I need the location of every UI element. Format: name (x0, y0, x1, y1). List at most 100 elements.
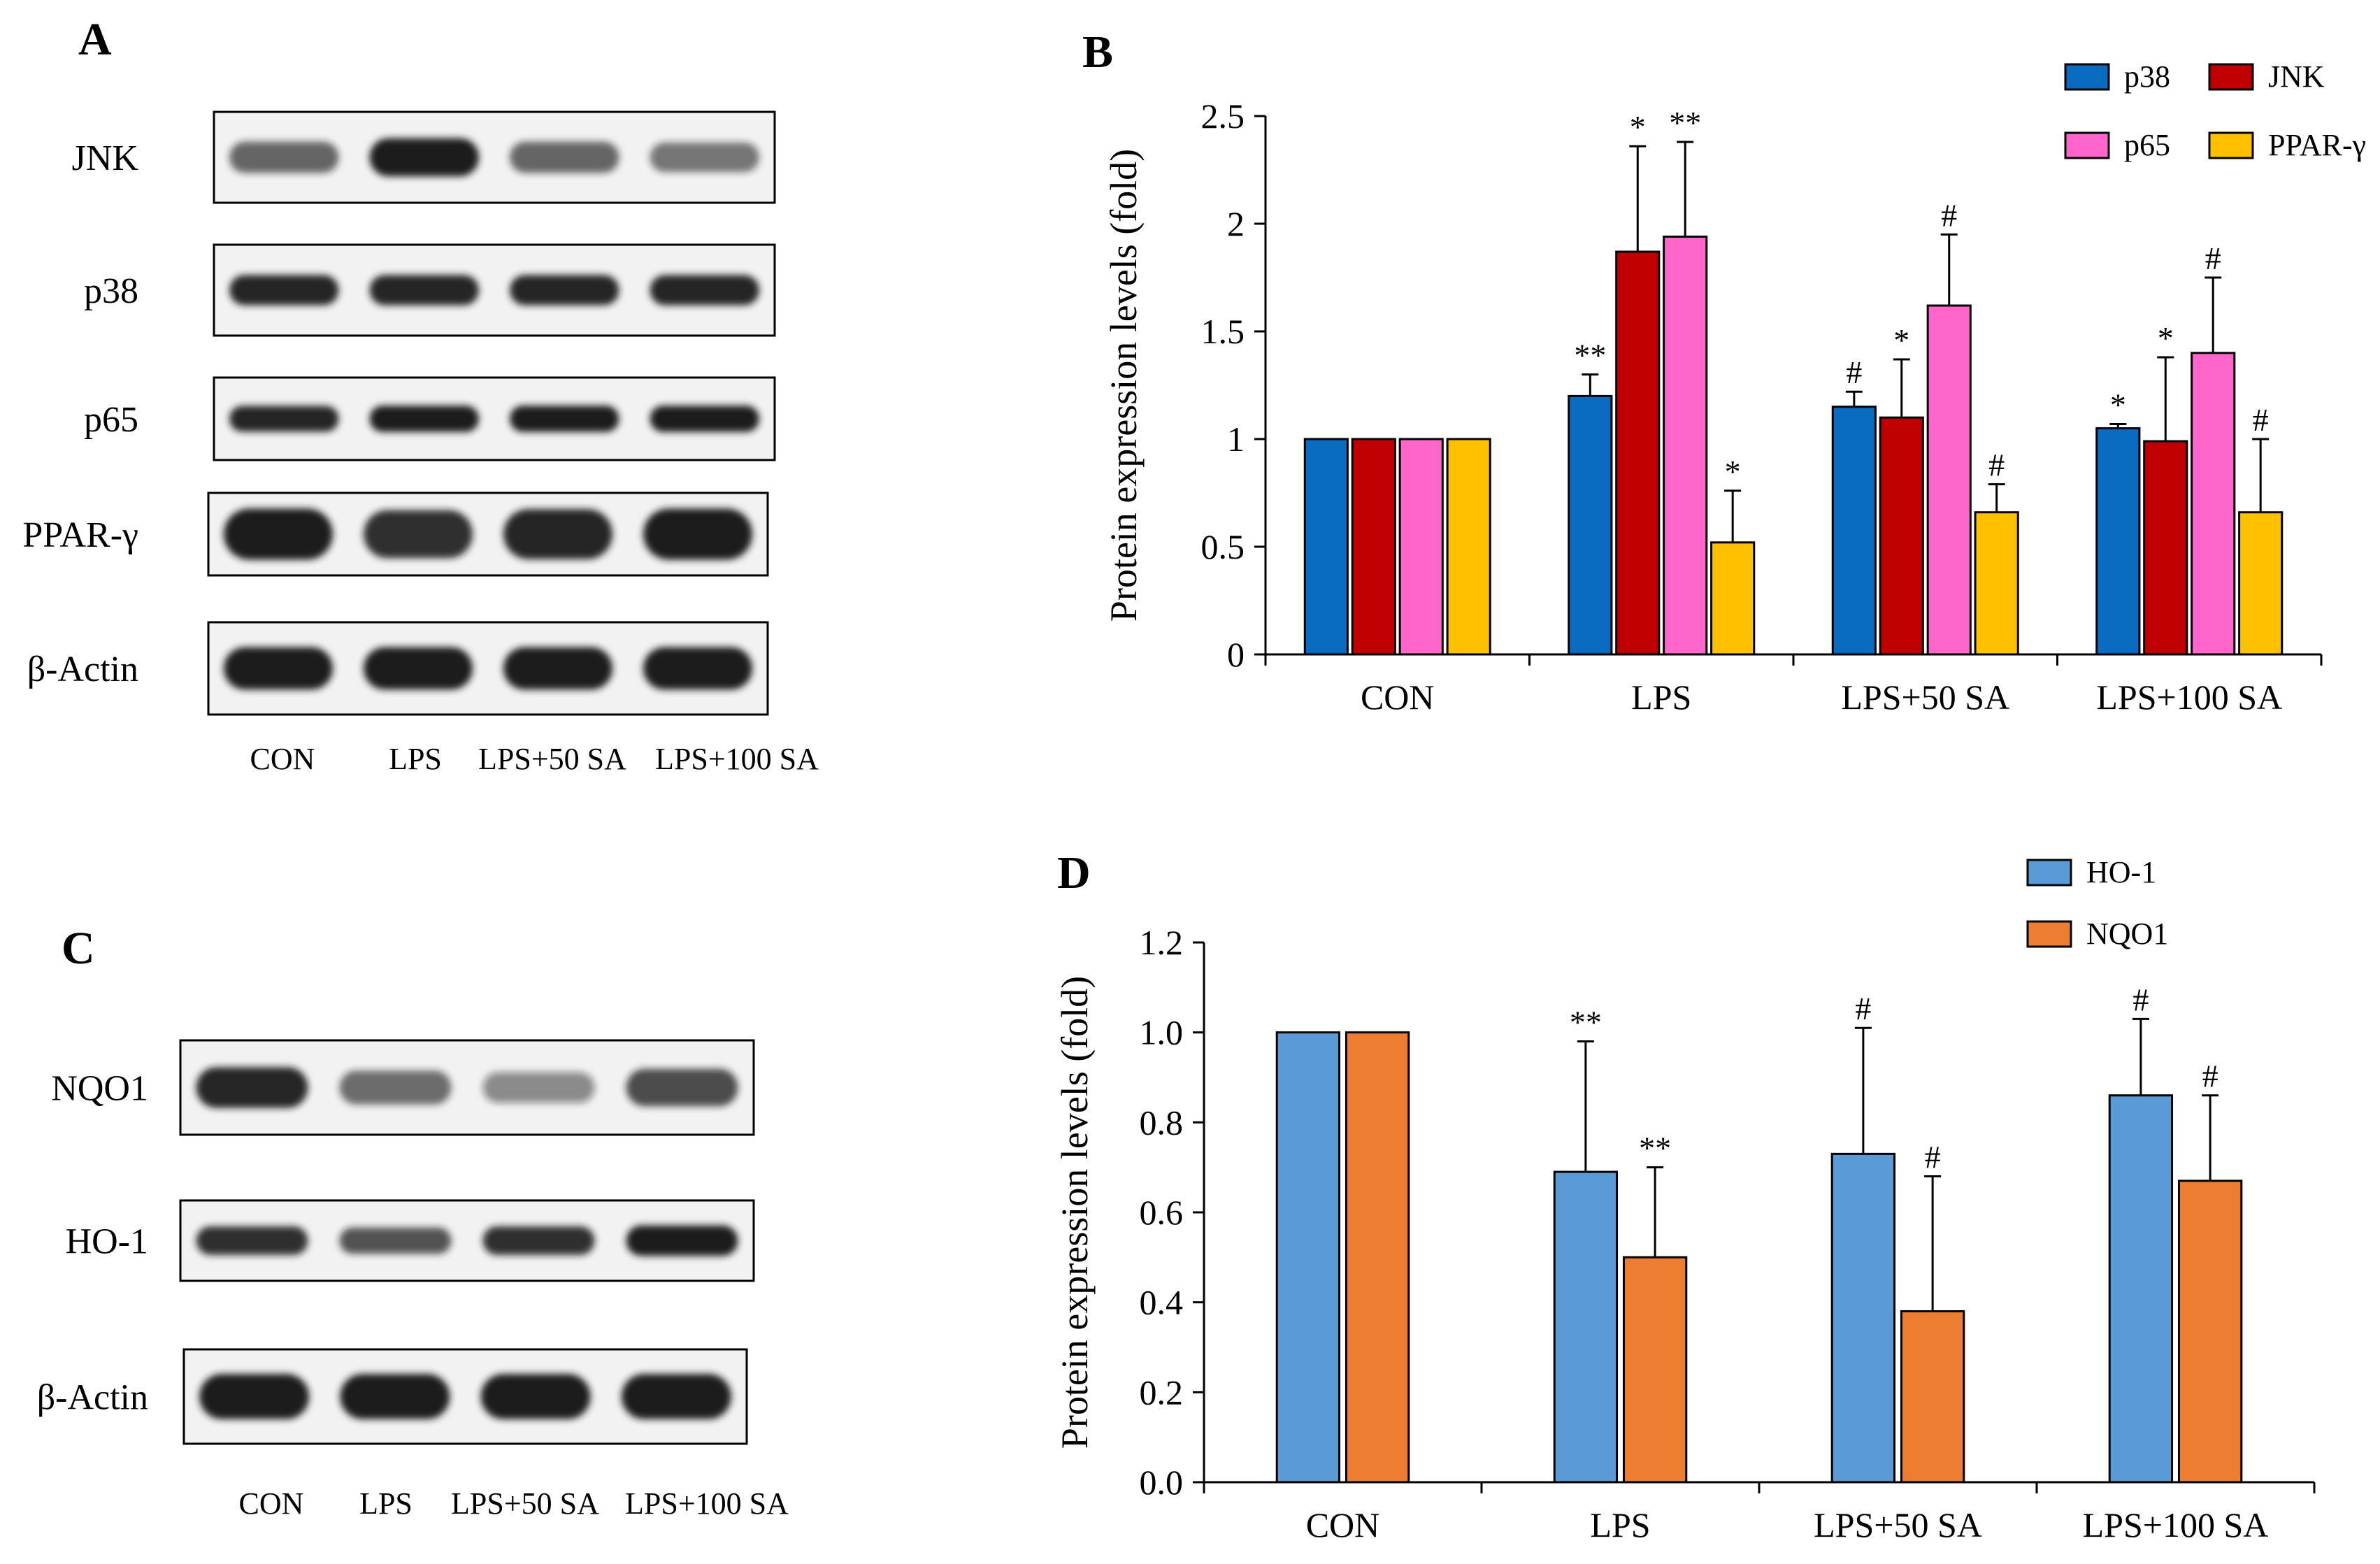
bar-ho-1-lps-100-sa (2108, 1094, 2174, 1484)
blot-row-label: β-Actin (37, 1378, 148, 1418)
significance-mark: * (2158, 320, 2174, 356)
significance-mark: # (1846, 354, 1862, 390)
y-tick-label: 0.0 (1140, 1463, 1184, 1502)
blot-band-lps (339, 1070, 452, 1105)
bar-ppar--lps (1710, 541, 1756, 656)
blot-row-nqo1: NQO1 (51, 1039, 755, 1136)
blot-band-lps-100-sa (643, 647, 752, 690)
blot-lane-label: LPS+100 SA (655, 742, 819, 776)
bar-nqo1-lps (1622, 1256, 1688, 1484)
blot-band-con (229, 141, 339, 173)
y-tick-label: 2.5 (1201, 96, 1245, 136)
legend-swatch (2026, 859, 2072, 887)
blot-band-con (199, 1374, 310, 1419)
blot-band-lps-50-sa (503, 509, 612, 559)
blot-band-lps (339, 1227, 452, 1254)
panel-label: C (62, 923, 95, 974)
blot-band-lps-100-sa (650, 275, 759, 306)
legend-label: NQO1 (2086, 917, 2168, 951)
significance-mark: * (2110, 387, 2126, 422)
x-tick-label: LPS+100 SA (2096, 677, 2282, 717)
significance-mark: # (2202, 1059, 2218, 1094)
y-tick-label: 0.4 (1140, 1283, 1184, 1322)
bar-p38-lps-50-sa (1831, 406, 1877, 656)
panel-label: B (1082, 27, 1113, 78)
legend-label: JNK (2268, 59, 2325, 94)
significance-mark: ** (1669, 105, 1701, 141)
blot-lane-label: LPS+50 SA (478, 742, 626, 776)
bar-ho-1-con (1275, 1031, 1341, 1484)
bar-jnk-lps (1615, 250, 1661, 656)
significance-mark: # (2205, 241, 2221, 276)
y-tick-label: 1 (1227, 419, 1245, 459)
legend-label: p38 (2124, 59, 2170, 94)
blot-row-label: PPAR-γ (22, 515, 138, 555)
blot-row-ppar: PPAR-γ (22, 492, 769, 577)
bar-nqo1-lps-50-sa (1900, 1310, 1965, 1484)
blot-band-lps-50-sa (482, 1226, 595, 1256)
blot-band-lps (369, 406, 479, 432)
blot-band-lps-100-sa (650, 406, 759, 432)
legend-label: HO-1 (2086, 855, 2156, 889)
legend-swatch (2064, 63, 2110, 91)
bar-p38-con (1303, 438, 1349, 656)
bar-p65-lps (1663, 235, 1708, 656)
bar-jnk-lps-50-sa (1879, 416, 1924, 656)
bar-ho-1-lps (1553, 1170, 1619, 1484)
x-tick-label: LPS+50 SA (1841, 677, 2009, 717)
bar-p38-lps-100-sa (2095, 427, 2141, 656)
blot-row-label: p65 (84, 400, 138, 440)
blot-band-lps-50-sa (510, 275, 619, 306)
x-tick-label: LPS+100 SA (2083, 1505, 2269, 1544)
blot-band-lps (369, 275, 479, 306)
significance-mark: * (1893, 322, 1909, 358)
bar-jnk-con (1351, 438, 1396, 656)
y-tick-label: 1.0 (1140, 1013, 1184, 1052)
significance-mark: # (1925, 1140, 1941, 1175)
y-tick-label: 0.2 (1140, 1372, 1184, 1412)
blot-lane-label: LPS (389, 742, 442, 776)
bar-nqo1-con (1345, 1031, 1410, 1484)
blot-band-con (224, 508, 333, 560)
blot-band-lps-100-sa (650, 142, 759, 173)
blot-band-con (229, 275, 339, 306)
legend-swatch (2208, 131, 2254, 159)
blot-band-lps (364, 510, 473, 559)
significance-mark: # (1988, 447, 2005, 483)
significance-mark: * (1725, 454, 1741, 489)
blot-band-lps-50-sa (480, 1374, 591, 1419)
y-tick-label: 0.8 (1140, 1103, 1184, 1142)
blot-band-lps-50-sa (503, 647, 612, 690)
panel-c-western-blot: C NQO1 HO-1 β-Actin CON LPS LPS+50 SA LPS+100 S… (37, 923, 789, 1521)
bar-jnk-lps-100-sa (2143, 440, 2188, 656)
panel-label: D (1057, 847, 1091, 898)
significance-mark: # (2132, 982, 2149, 1017)
blot-band-lps-100-sa (621, 1374, 731, 1419)
bar-p65-lps-100-sa (2191, 352, 2236, 656)
panel-d-bar-chart: D Protein expression levels (fold) 0.0 0.2 0… (1054, 847, 2316, 1544)
blot-band-lps-50-sa (482, 1072, 595, 1103)
x-tick-label: LPS+50 SA (1814, 1505, 1982, 1544)
blot-band-lps (364, 647, 473, 690)
blot-band-con (196, 1067, 308, 1108)
legend-swatch (2026, 920, 2072, 948)
blot-row-p38: p38 (84, 243, 776, 337)
blot-band-con (229, 406, 339, 432)
bar-ppar--lps-100-sa (2238, 511, 2284, 656)
panel-a-western-blot: A JNK p38 p65 PPAR-γ β-Actin CON LPS LPS+50 SA LP… (22, 14, 819, 776)
blot-row-label: p38 (84, 271, 138, 311)
significance-mark: ** (1639, 1131, 1671, 1166)
blot-band-lps-100-sa (626, 1068, 738, 1107)
y-tick-label: 1.5 (1201, 312, 1245, 351)
y-axis-title: Protein expression levels (fold) (1054, 976, 1096, 1449)
blot-band-lps-50-sa (510, 406, 619, 432)
blot-row-p65: p65 (84, 376, 776, 461)
significance-mark: # (1941, 197, 1957, 233)
y-tick-label: 0 (1227, 635, 1245, 674)
blot-lane-label: LPS (359, 1486, 413, 1521)
bar-p38-lps (1568, 394, 1613, 656)
y-tick-label: 2 (1227, 204, 1245, 243)
blot-band-lps-50-sa (510, 141, 619, 173)
x-tick-label: CON (1361, 677, 1435, 717)
